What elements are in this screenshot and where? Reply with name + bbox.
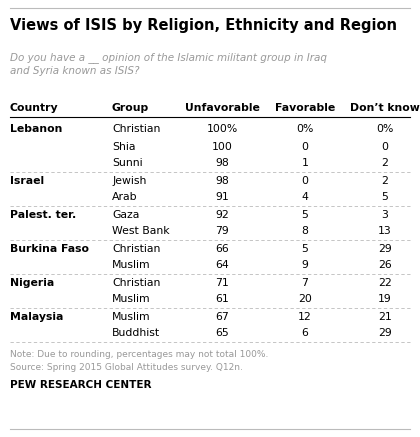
Text: Shia: Shia: [112, 142, 136, 152]
Text: Don’t know: Don’t know: [350, 103, 420, 113]
Text: 91: 91: [215, 193, 229, 202]
Text: 65: 65: [215, 329, 229, 339]
Text: Jewish: Jewish: [112, 176, 147, 185]
Text: 29: 29: [378, 243, 392, 253]
Text: Gaza: Gaza: [112, 209, 139, 219]
Text: 9: 9: [302, 260, 308, 271]
Text: 66: 66: [215, 243, 229, 253]
Text: Christian: Christian: [112, 243, 160, 253]
Text: 79: 79: [215, 226, 229, 236]
Text: 0: 0: [302, 142, 309, 152]
Text: Muslim: Muslim: [112, 312, 151, 322]
Text: Arab: Arab: [112, 193, 138, 202]
Text: Views of ISIS by Religion, Ethnicity and Region: Views of ISIS by Religion, Ethnicity and…: [10, 18, 397, 33]
Text: 92: 92: [215, 209, 229, 219]
Text: Sunni: Sunni: [112, 159, 143, 169]
Text: West Bank: West Bank: [112, 226, 170, 236]
Text: Palest. ter.: Palest. ter.: [10, 209, 76, 219]
Text: 0%: 0%: [376, 125, 394, 135]
Text: 100: 100: [212, 142, 232, 152]
Text: Muslim: Muslim: [112, 260, 151, 271]
Text: Buddhist: Buddhist: [112, 329, 160, 339]
Text: 12: 12: [298, 312, 312, 322]
Text: 0: 0: [302, 176, 309, 185]
Text: 0%: 0%: [297, 125, 314, 135]
Text: Muslim: Muslim: [112, 295, 151, 305]
Text: 2: 2: [381, 176, 388, 185]
Text: 6: 6: [302, 329, 308, 339]
Text: Burkina Faso: Burkina Faso: [10, 243, 89, 253]
Text: Favorable: Favorable: [275, 103, 335, 113]
Text: 13: 13: [378, 226, 392, 236]
Text: 8: 8: [302, 226, 308, 236]
Text: 29: 29: [378, 329, 392, 339]
Text: 0: 0: [381, 142, 388, 152]
Text: 26: 26: [378, 260, 392, 271]
Text: 21: 21: [378, 312, 392, 322]
Text: PEW RESEARCH CENTER: PEW RESEARCH CENTER: [10, 380, 152, 390]
Text: Country: Country: [10, 103, 59, 113]
Text: 98: 98: [215, 176, 229, 185]
Text: Malaysia: Malaysia: [10, 312, 63, 322]
Text: 71: 71: [215, 277, 229, 288]
Text: Christian: Christian: [112, 277, 160, 288]
Text: Israel: Israel: [10, 176, 44, 185]
Text: 5: 5: [381, 193, 388, 202]
Text: 7: 7: [302, 277, 308, 288]
Text: Lebanon: Lebanon: [10, 125, 63, 135]
Text: 100%: 100%: [206, 125, 238, 135]
Text: Christian: Christian: [112, 125, 160, 135]
Text: 98: 98: [215, 159, 229, 169]
Text: 64: 64: [215, 260, 229, 271]
Text: Do you have a __ opinion of the Islamic militant group in Iraq
and Syria known a: Do you have a __ opinion of the Islamic …: [10, 52, 327, 76]
Text: 19: 19: [378, 295, 392, 305]
Text: 61: 61: [215, 295, 229, 305]
Text: 5: 5: [302, 209, 308, 219]
Text: 4: 4: [302, 193, 308, 202]
Text: Unfavorable: Unfavorable: [184, 103, 260, 113]
Text: 5: 5: [302, 243, 308, 253]
Text: Note: Due to rounding, percentages may not total 100%.
Source: Spring 2015 Globa: Note: Due to rounding, percentages may n…: [10, 350, 268, 371]
Text: Group: Group: [112, 103, 149, 113]
Text: 22: 22: [378, 277, 392, 288]
Text: 67: 67: [215, 312, 229, 322]
Text: 2: 2: [381, 159, 388, 169]
Text: Nigeria: Nigeria: [10, 277, 54, 288]
Text: 20: 20: [298, 295, 312, 305]
Text: 1: 1: [302, 159, 308, 169]
Text: 3: 3: [381, 209, 388, 219]
